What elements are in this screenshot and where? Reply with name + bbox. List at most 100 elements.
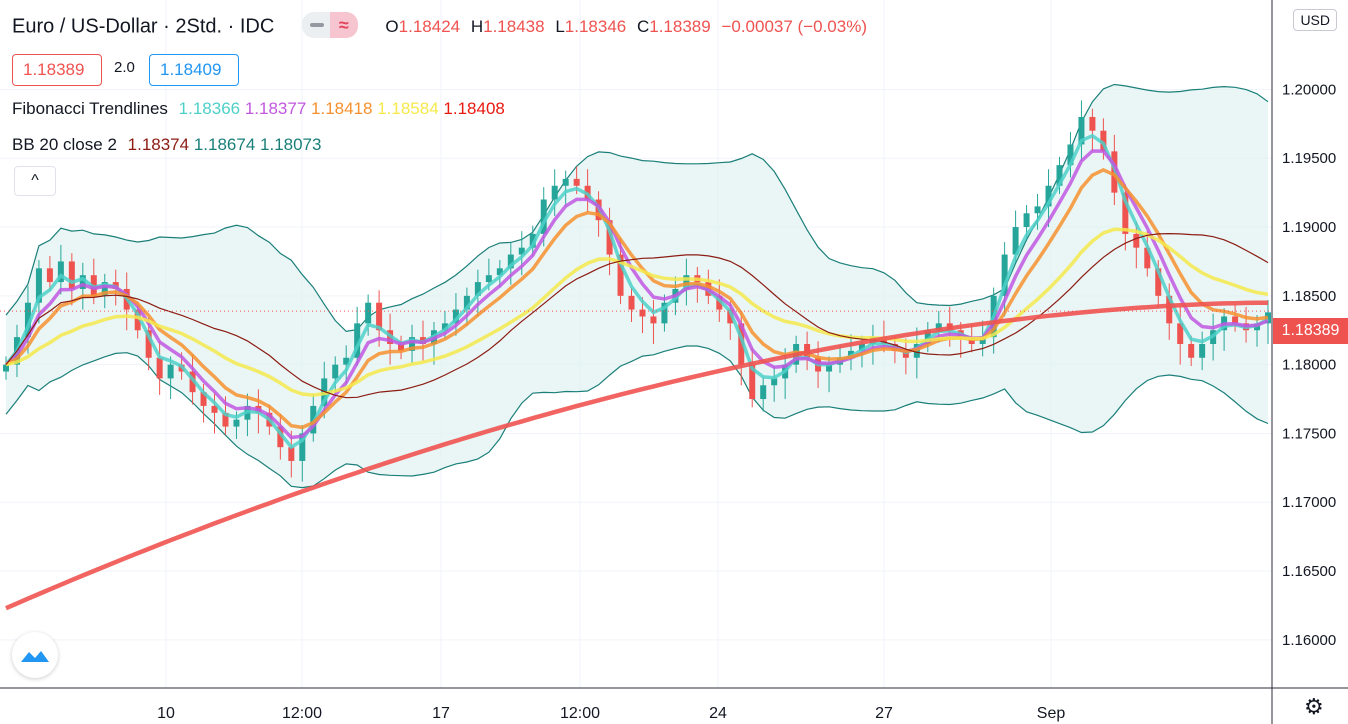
indicator-toggle[interactable]: ≈ — [301, 12, 358, 38]
candle-body — [222, 412, 229, 427]
candle-body — [365, 302, 372, 324]
candle-body — [101, 282, 108, 296]
candle-body — [507, 254, 514, 269]
candle-body — [1012, 227, 1019, 255]
candle-body — [1001, 254, 1008, 296]
symbol-legend: Euro / US-Dollar · 2Std. · IDC ≈ O1.1842… — [12, 12, 873, 40]
candle-body — [1133, 233, 1140, 248]
candle-body — [1056, 165, 1063, 186]
candle-body — [145, 330, 152, 358]
x-tick-label: Sep — [1037, 705, 1066, 722]
candle-body — [485, 275, 492, 283]
candle-body — [1166, 295, 1173, 324]
candle-body — [1144, 247, 1151, 269]
fib-trendline — [5, 227, 1269, 397]
y-tick-label: 1.17500 — [1282, 425, 1336, 442]
fib-name: Fibonacci Trendlines — [12, 99, 168, 118]
candle-body — [376, 302, 383, 331]
ohlc-key: O — [385, 17, 399, 37]
candle-body — [463, 295, 470, 310]
candle-body — [1078, 116, 1085, 145]
y-tick-label: 1.19000 — [1282, 219, 1336, 236]
candle-body — [1034, 206, 1041, 214]
indicator-value: 1.18366 — [178, 99, 245, 118]
y-tick-label: 1.16500 — [1282, 563, 1336, 580]
candle-body — [200, 392, 207, 406]
buy-button[interactable]: 1.18409 — [149, 54, 239, 86]
candle-body — [441, 323, 448, 331]
candle-body — [1177, 323, 1184, 344]
candle-body — [496, 268, 503, 276]
x-tick-label: 12:00 — [560, 705, 600, 722]
candle-body — [299, 433, 306, 461]
candle-body — [826, 364, 833, 372]
ohlc-values: O1.18424 H1.18438 L1.18346 C1.18389 −0.0… — [385, 17, 873, 36]
candle-body — [68, 261, 75, 289]
candle-body — [738, 323, 745, 365]
candle-body — [277, 426, 284, 448]
y-tick-label: 1.18000 — [1282, 357, 1336, 374]
candle-body — [617, 254, 624, 296]
bollinger-basis — [5, 232, 1269, 399]
fib-trendline — [4, 133, 1269, 450]
candle-body — [935, 323, 942, 331]
bb-name: BB 20 close 2 — [12, 135, 117, 154]
ohlc-value: 1.18389 — [649, 17, 711, 37]
candle-body — [1089, 116, 1096, 131]
candle-body — [650, 316, 657, 324]
minus-icon — [309, 23, 324, 27]
candle-body — [716, 295, 723, 310]
long-moving-average — [5, 300, 1269, 611]
candle-body — [24, 302, 31, 338]
fib-values: 1.18366 1.18377 1.18418 1.18584 1.18408 — [179, 99, 505, 118]
candle-body — [683, 275, 690, 289]
candle-body — [79, 275, 86, 289]
candle-body — [156, 357, 163, 379]
candle-body — [628, 295, 635, 310]
candle-body — [1023, 213, 1030, 228]
bb-values: 1.18374 1.18674 1.18073 — [128, 135, 322, 154]
candle-body — [134, 309, 141, 331]
ohlc-key: H — [470, 17, 484, 37]
candle-body — [551, 185, 558, 200]
indicator-value: 1.18674 — [193, 135, 261, 154]
sell-button[interactable]: 1.18389 — [12, 54, 102, 86]
candle-body — [409, 337, 416, 351]
candle-body — [639, 309, 646, 317]
settings-gear-icon[interactable]: ⚙ — [1304, 694, 1324, 719]
candle-body — [288, 447, 295, 461]
candle-body — [1232, 316, 1239, 324]
tradingview-logo[interactable] — [12, 632, 58, 678]
spread-value: 2.0 — [114, 59, 135, 76]
fib-legend[interactable]: Fibonacci Trendlines 1.18366 1.18377 1.1… — [12, 99, 505, 119]
symbol-title[interactable]: Euro / US-Dollar · 2Std. · IDC — [12, 15, 275, 38]
candle-body — [1122, 192, 1129, 234]
ohlc-key: C — [636, 17, 650, 37]
ohlc-value: 1.18438 — [483, 17, 545, 37]
candle-body — [1199, 344, 1206, 358]
y-tick-label: 1.17000 — [1282, 494, 1336, 511]
candle-body — [760, 385, 767, 400]
candle-body — [354, 323, 361, 358]
x-tick-label: 12:00 — [282, 705, 322, 722]
bollinger-lower-band — [5, 345, 1269, 489]
candle-body — [1155, 268, 1162, 296]
y-tick-label: 1.19500 — [1282, 150, 1336, 167]
currency-label[interactable]: USD — [1293, 9, 1337, 31]
logo-icon — [21, 651, 49, 662]
bb-legend[interactable]: BB 20 close 2 1.18374 1.18674 1.18073 — [12, 135, 321, 155]
candle-body — [540, 199, 547, 234]
ohlc-value: 1.18424 — [398, 17, 461, 37]
indicator-value: 1.18584 — [377, 99, 444, 118]
indicator-value: 1.18408 — [443, 99, 505, 118]
candle-body — [332, 364, 339, 379]
candle-body — [562, 178, 569, 186]
candle-body — [727, 309, 734, 324]
candle-body — [474, 282, 481, 296]
candle-body — [167, 364, 174, 379]
candle-body — [343, 357, 350, 365]
candle-body — [57, 261, 64, 283]
candle-body — [3, 364, 9, 372]
collapse-legend-button[interactable]: ^ — [14, 166, 56, 196]
